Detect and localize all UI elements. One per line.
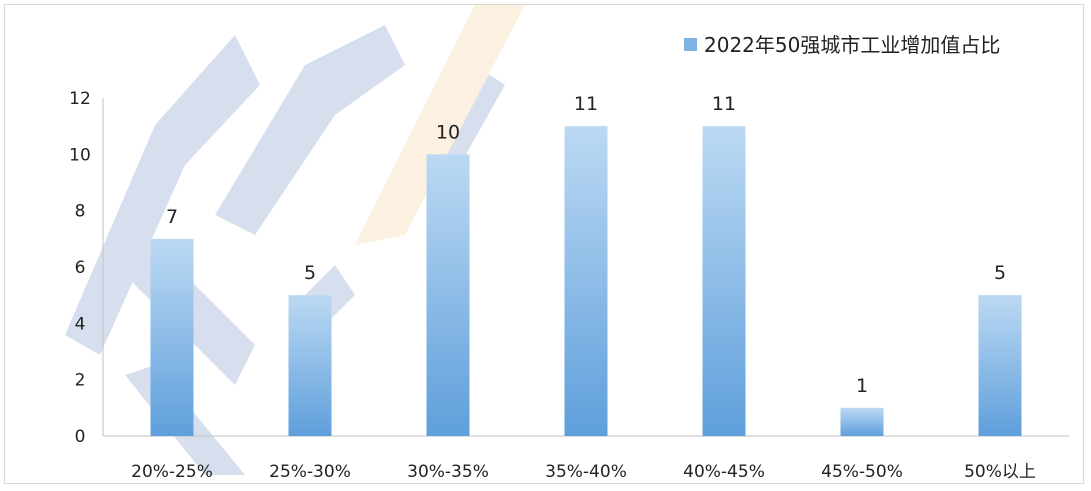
bar-2 bbox=[426, 154, 470, 437]
bar-4 bbox=[702, 126, 746, 437]
bar-chart: 0 2 4 6 8 10 12 20%-25% 25%-30% 30%-35% 35%-40% 40… bbox=[65, 5, 1069, 482]
legend-swatch bbox=[684, 38, 697, 51]
y-tick-label: 2 bbox=[75, 371, 86, 391]
y-tick-label: 8 bbox=[75, 202, 86, 222]
y-tick-label: 6 bbox=[75, 258, 86, 278]
x-tick-label: 45%-50% bbox=[821, 462, 903, 482]
x-tick-label: 30%-35% bbox=[407, 462, 489, 482]
legend-label: 2022年50强城市工业增加值占比 bbox=[704, 33, 1000, 57]
chart-frame: 0 2 4 6 8 10 12 20%-25% 25%-30% 30%-35% 35%-40% 40… bbox=[4, 4, 1084, 484]
x-tick-label: 50%以上 bbox=[964, 462, 1036, 482]
y-axis-ticks: 0 2 4 6 8 10 12 bbox=[69, 89, 91, 447]
bar-5 bbox=[840, 407, 884, 436]
data-label: 5 bbox=[994, 262, 1006, 284]
bars bbox=[150, 126, 1022, 437]
x-tick-label: 20%-25% bbox=[131, 462, 213, 482]
y-tick-label: 4 bbox=[75, 314, 86, 334]
bar-6 bbox=[978, 295, 1022, 436]
data-label: 1 bbox=[856, 375, 868, 397]
x-tick-label: 25%-30% bbox=[269, 462, 351, 482]
data-label: 10 bbox=[436, 121, 460, 143]
bar-1 bbox=[288, 295, 332, 436]
data-label: 7 bbox=[166, 206, 178, 228]
y-tick-label: 0 bbox=[75, 427, 86, 447]
y-tick-label: 10 bbox=[69, 145, 91, 165]
x-axis-labels: 20%-25% 25%-30% 30%-35% 35%-40% 40%-45% 45%-5… bbox=[131, 462, 1036, 482]
x-tick-label: 35%-40% bbox=[545, 462, 627, 482]
data-label: 11 bbox=[712, 93, 736, 115]
data-label: 5 bbox=[304, 262, 316, 284]
y-tick-label: 12 bbox=[69, 89, 91, 109]
bar-0 bbox=[150, 238, 194, 436]
data-label: 11 bbox=[574, 93, 598, 115]
x-tick-label: 40%-45% bbox=[683, 462, 765, 482]
bar-3 bbox=[564, 126, 608, 437]
legend: 2022年50强城市工业增加值占比 bbox=[684, 33, 1000, 57]
